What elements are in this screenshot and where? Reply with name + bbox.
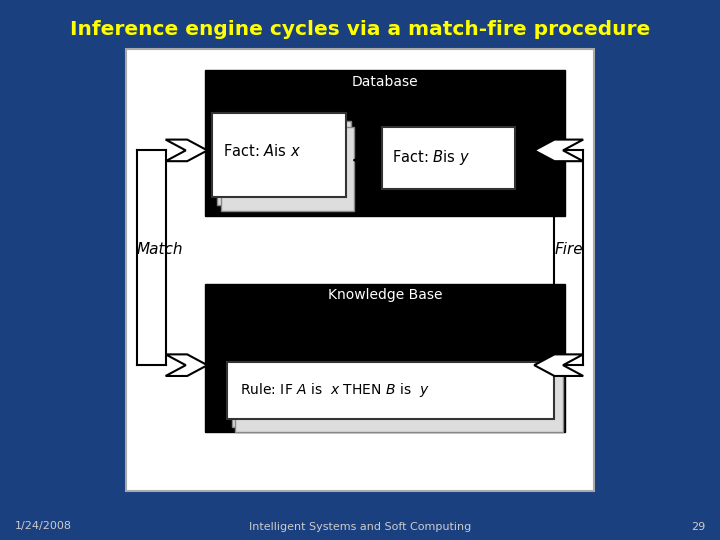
Text: 1/24/2008: 1/24/2008 xyxy=(14,522,71,531)
Text: Fact: $\mathit{B}$is $\mathit{y}$: Fact: $\mathit{B}$is $\mathit{y}$ xyxy=(392,148,470,167)
Text: Inference engine cycles via a match-fire procedure: Inference engine cycles via a match-fire… xyxy=(70,20,650,39)
Polygon shape xyxy=(166,139,207,161)
Text: Intelligent Systems and Soft Computing: Intelligent Systems and Soft Computing xyxy=(249,522,471,531)
Text: Knowledge Base: Knowledge Base xyxy=(328,288,443,302)
Bar xyxy=(232,370,559,427)
Bar xyxy=(205,284,565,432)
Bar xyxy=(126,49,594,491)
Text: 29: 29 xyxy=(691,522,706,531)
Text: Fire: Fire xyxy=(554,242,583,257)
Polygon shape xyxy=(166,354,207,376)
Text: Rule: IF $\mathit{A}$ is  $\mathit{x}$ THEN $\mathit{B}$ is  $\mathit{y}$: Rule: IF $\mathit{A}$ is $\mathit{x}$ TH… xyxy=(240,381,429,399)
Bar xyxy=(382,127,515,189)
Text: Match: Match xyxy=(137,242,184,257)
Bar xyxy=(235,375,563,432)
Polygon shape xyxy=(534,354,583,376)
Text: Database: Database xyxy=(352,75,418,89)
Bar xyxy=(205,70,565,216)
Bar xyxy=(227,362,554,418)
Text: Fact: $\mathit{A}$is $\mathit{x}$: Fact: $\mathit{A}$is $\mathit{x}$ xyxy=(223,143,301,159)
Polygon shape xyxy=(534,139,583,161)
Bar xyxy=(221,127,354,211)
Bar xyxy=(217,122,351,205)
Bar xyxy=(212,113,346,197)
